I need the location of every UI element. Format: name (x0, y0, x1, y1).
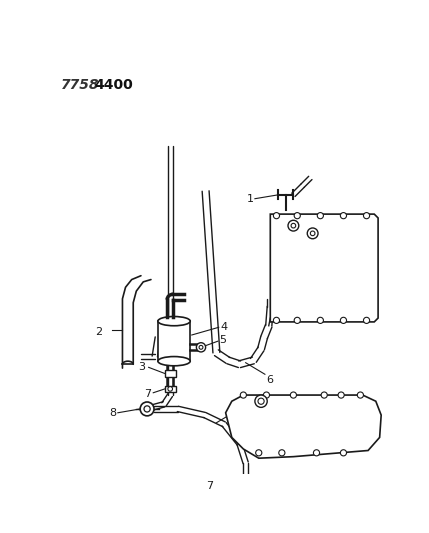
Circle shape (288, 220, 299, 231)
Circle shape (340, 317, 347, 324)
Circle shape (258, 398, 264, 405)
Bar (158, 321, 190, 361)
Circle shape (291, 223, 296, 228)
Circle shape (314, 450, 320, 456)
Text: 7: 7 (206, 481, 213, 491)
Circle shape (338, 392, 344, 398)
Text: 9: 9 (241, 404, 248, 414)
Bar (165, 386, 175, 392)
Circle shape (244, 480, 248, 484)
Circle shape (196, 343, 205, 352)
Text: 2: 2 (95, 327, 103, 337)
Text: 1: 1 (246, 195, 254, 205)
Polygon shape (226, 395, 381, 458)
Circle shape (340, 213, 347, 219)
Circle shape (294, 317, 300, 324)
Circle shape (168, 386, 172, 391)
Circle shape (255, 395, 267, 407)
Circle shape (140, 402, 154, 416)
Circle shape (363, 213, 370, 219)
Circle shape (273, 213, 280, 219)
Circle shape (240, 392, 246, 398)
Text: 4400: 4400 (95, 78, 133, 92)
Circle shape (256, 450, 262, 456)
Bar (165, 370, 175, 377)
Circle shape (144, 406, 150, 412)
Circle shape (340, 450, 347, 456)
Circle shape (199, 345, 203, 349)
Circle shape (307, 228, 318, 239)
Circle shape (357, 392, 363, 398)
Ellipse shape (158, 317, 190, 326)
Circle shape (279, 450, 285, 456)
Text: 5: 5 (220, 335, 227, 345)
Circle shape (321, 392, 327, 398)
Circle shape (290, 392, 296, 398)
Text: 6: 6 (266, 375, 273, 385)
Circle shape (317, 213, 323, 219)
Circle shape (294, 213, 300, 219)
Text: 8: 8 (109, 408, 116, 418)
Text: 7: 7 (145, 389, 152, 399)
Text: 4: 4 (220, 322, 227, 332)
Circle shape (363, 317, 370, 324)
Text: 7758: 7758 (61, 78, 100, 92)
Polygon shape (270, 214, 378, 322)
Circle shape (317, 317, 323, 324)
Ellipse shape (158, 357, 190, 366)
Circle shape (263, 392, 269, 398)
Text: 3: 3 (139, 361, 145, 372)
Circle shape (241, 478, 250, 487)
Circle shape (273, 317, 280, 324)
Circle shape (310, 231, 315, 236)
